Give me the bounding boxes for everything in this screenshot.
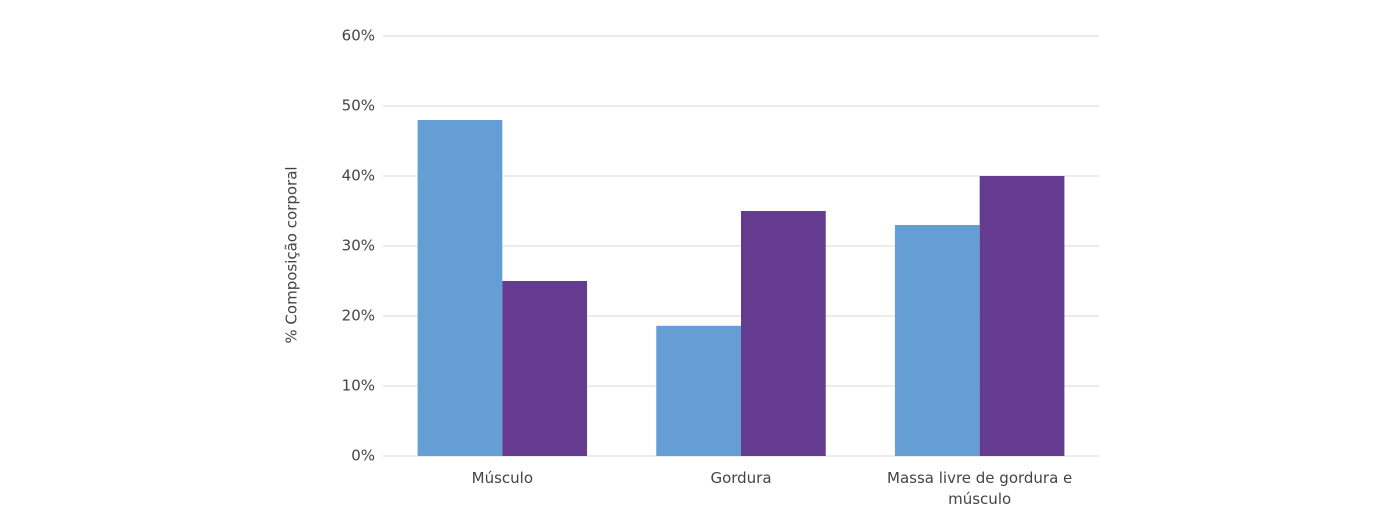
x-tick-label: Massa livre de gordura e músculo (887, 469, 1073, 508)
y-axis-label: % Composição corporal (283, 166, 301, 343)
y-tick-label: 10% (342, 377, 375, 395)
bar (502, 281, 588, 456)
bar (741, 211, 826, 456)
y-tick-label: 30% (342, 237, 375, 255)
bar (417, 120, 503, 456)
bar (979, 176, 1065, 456)
y-tick-label: 40% (342, 167, 375, 185)
y-tick-label: 0% (351, 447, 375, 465)
x-tick-label: Músculo (471, 469, 534, 487)
x-tick-label: Gordura (710, 469, 772, 487)
y-tick-label: 60% (342, 27, 375, 45)
y-tick-label: 50% (342, 97, 375, 115)
bar (894, 225, 980, 456)
bar (656, 325, 741, 456)
y-tick-label: 20% (342, 307, 375, 325)
